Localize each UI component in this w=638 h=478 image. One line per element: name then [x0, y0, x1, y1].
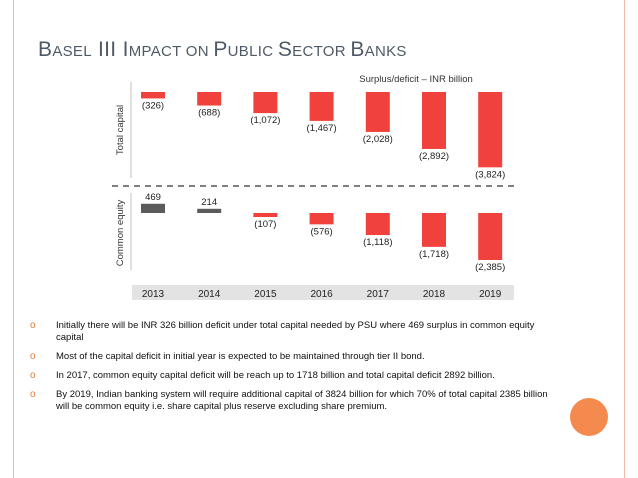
data-label: (688) [198, 108, 220, 119]
tick-label-2014: 2014 [198, 289, 221, 300]
bar-common-equity-2015 [253, 213, 278, 217]
category-axis-band [132, 285, 514, 300]
bar-total-capital-2014 [197, 92, 222, 106]
frame-line-right [624, 0, 625, 478]
data-label: (3,824) [475, 169, 505, 180]
bar-total-capital-2018 [422, 92, 446, 149]
tick-label-2016: 2016 [310, 289, 333, 300]
bullet-marker: o [30, 351, 36, 362]
bullet-item: o In 2017, common equity capital deficit … [30, 370, 495, 381]
bar-total-capital-2019 [478, 92, 503, 168]
tick-label-2019: 2019 [479, 289, 502, 300]
frame-line-left [13, 0, 14, 478]
bullet-list: o Initially there will be INR 326 billion… [30, 320, 550, 420]
bar-total-capital-2016 [309, 92, 334, 121]
chart-title: Surplus/deficit – INR billion [359, 74, 473, 85]
data-label: (1,072) [250, 115, 280, 126]
bar-total-capital-2017 [365, 92, 390, 132]
capital-chart: Surplus/deficit – INR billion Total capit… [112, 74, 514, 300]
bullet-item: o Most of the capital deficit in initial … [30, 351, 425, 362]
data-label: (1,467) [307, 123, 337, 134]
bullet-marker: o [30, 389, 36, 400]
accent-circle [570, 398, 608, 436]
bar-common-equity-2017 [365, 213, 390, 236]
common-equity-axis-label: Common equity [115, 199, 126, 266]
tick-label-2015: 2015 [254, 289, 277, 300]
tick-label-2013: 2013 [142, 289, 165, 300]
data-label: (576) [311, 226, 333, 237]
bar-common-equity-2016 [309, 213, 334, 225]
data-label: (326) [142, 100, 164, 111]
bar-common-equity-2018 [422, 213, 446, 247]
data-label: 214 [201, 197, 217, 208]
bullet-marker: o [30, 320, 36, 331]
bar-total-capital-2013 [141, 92, 165, 99]
bar-common-equity-2013 [141, 203, 165, 213]
bullet-marker: o [30, 370, 36, 381]
data-label: (107) [254, 219, 276, 230]
bar-common-equity-2014 [197, 208, 222, 213]
tick-label-2017: 2017 [367, 289, 390, 300]
data-label: (2,892) [419, 151, 449, 162]
slide-title: BASEL III IMPACT ON PUBLIC SECTOR BANKS [38, 38, 407, 61]
data-label: (1,718) [419, 249, 449, 260]
data-label: (2,385) [475, 262, 505, 273]
bar-common-equity-2019 [478, 213, 503, 260]
bar-total-capital-2015 [253, 92, 278, 114]
bullet-item: o Initially there will be INR 326 billion… [30, 320, 535, 343]
total-capital-axis-label: Total capital [115, 105, 126, 155]
bullet-item: o By 2019, Indian banking system will req… [30, 389, 548, 412]
data-label: (2,028) [363, 134, 393, 145]
data-label: (1,118) [363, 237, 392, 248]
data-label: 469 [145, 192, 161, 203]
tick-label-2018: 2018 [423, 289, 446, 300]
